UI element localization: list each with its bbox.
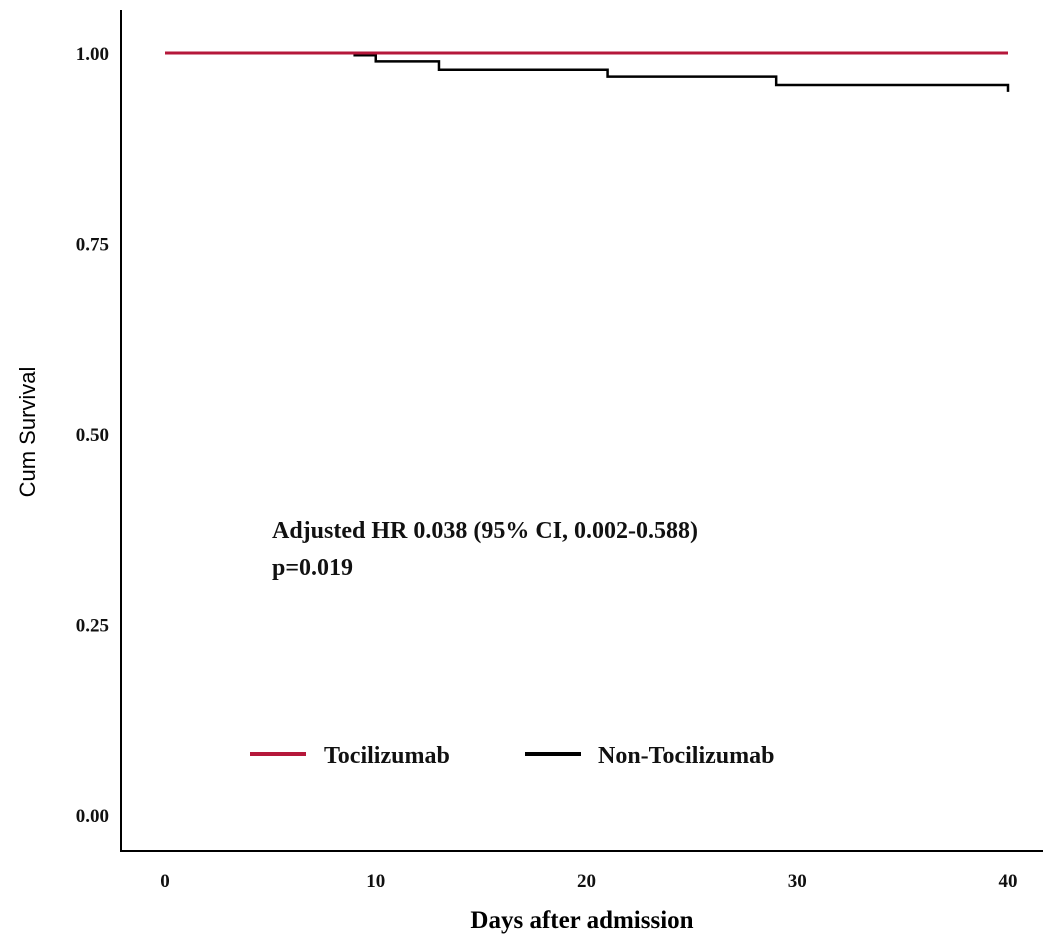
y-tick-label: 0.75 — [76, 235, 109, 256]
x-tick-label: 40 — [999, 871, 1018, 892]
x-tick-label: 20 — [577, 871, 596, 892]
x-tick-label: 0 — [160, 871, 170, 892]
y-tick-label: 1.00 — [76, 44, 109, 65]
legend-label-non-tocilizumab: Non-Tocilizumab — [598, 743, 774, 769]
legend: Tocilizumab Non-Tocilizumab — [250, 743, 774, 769]
y-tick-label: 0.25 — [76, 616, 109, 637]
legend-label-tocilizumab: Tocilizumab — [324, 743, 450, 769]
x-tick-label: 30 — [788, 871, 807, 892]
x-tick-labels: 0 10 20 30 40 — [160, 871, 1017, 892]
series-line-non-tocilizumab — [165, 51, 1010, 92]
y-tick-label: 0.00 — [76, 806, 109, 827]
y-tick-label: 0.50 — [76, 425, 109, 446]
series-lines — [165, 51, 1010, 92]
y-axis-label: Cum Survival — [15, 367, 40, 498]
axes — [120, 10, 1043, 852]
hazard-ratio-annotation: Adjusted HR 0.038 (95% CI, 0.002-0.588) — [272, 518, 698, 544]
y-tick-labels: 0.00 0.25 0.50 0.75 1.00 — [76, 44, 109, 827]
p-value-annotation: p=0.019 — [272, 555, 353, 581]
x-tick-label: 10 — [366, 871, 385, 892]
x-axis-label: Days after admission — [470, 907, 693, 934]
